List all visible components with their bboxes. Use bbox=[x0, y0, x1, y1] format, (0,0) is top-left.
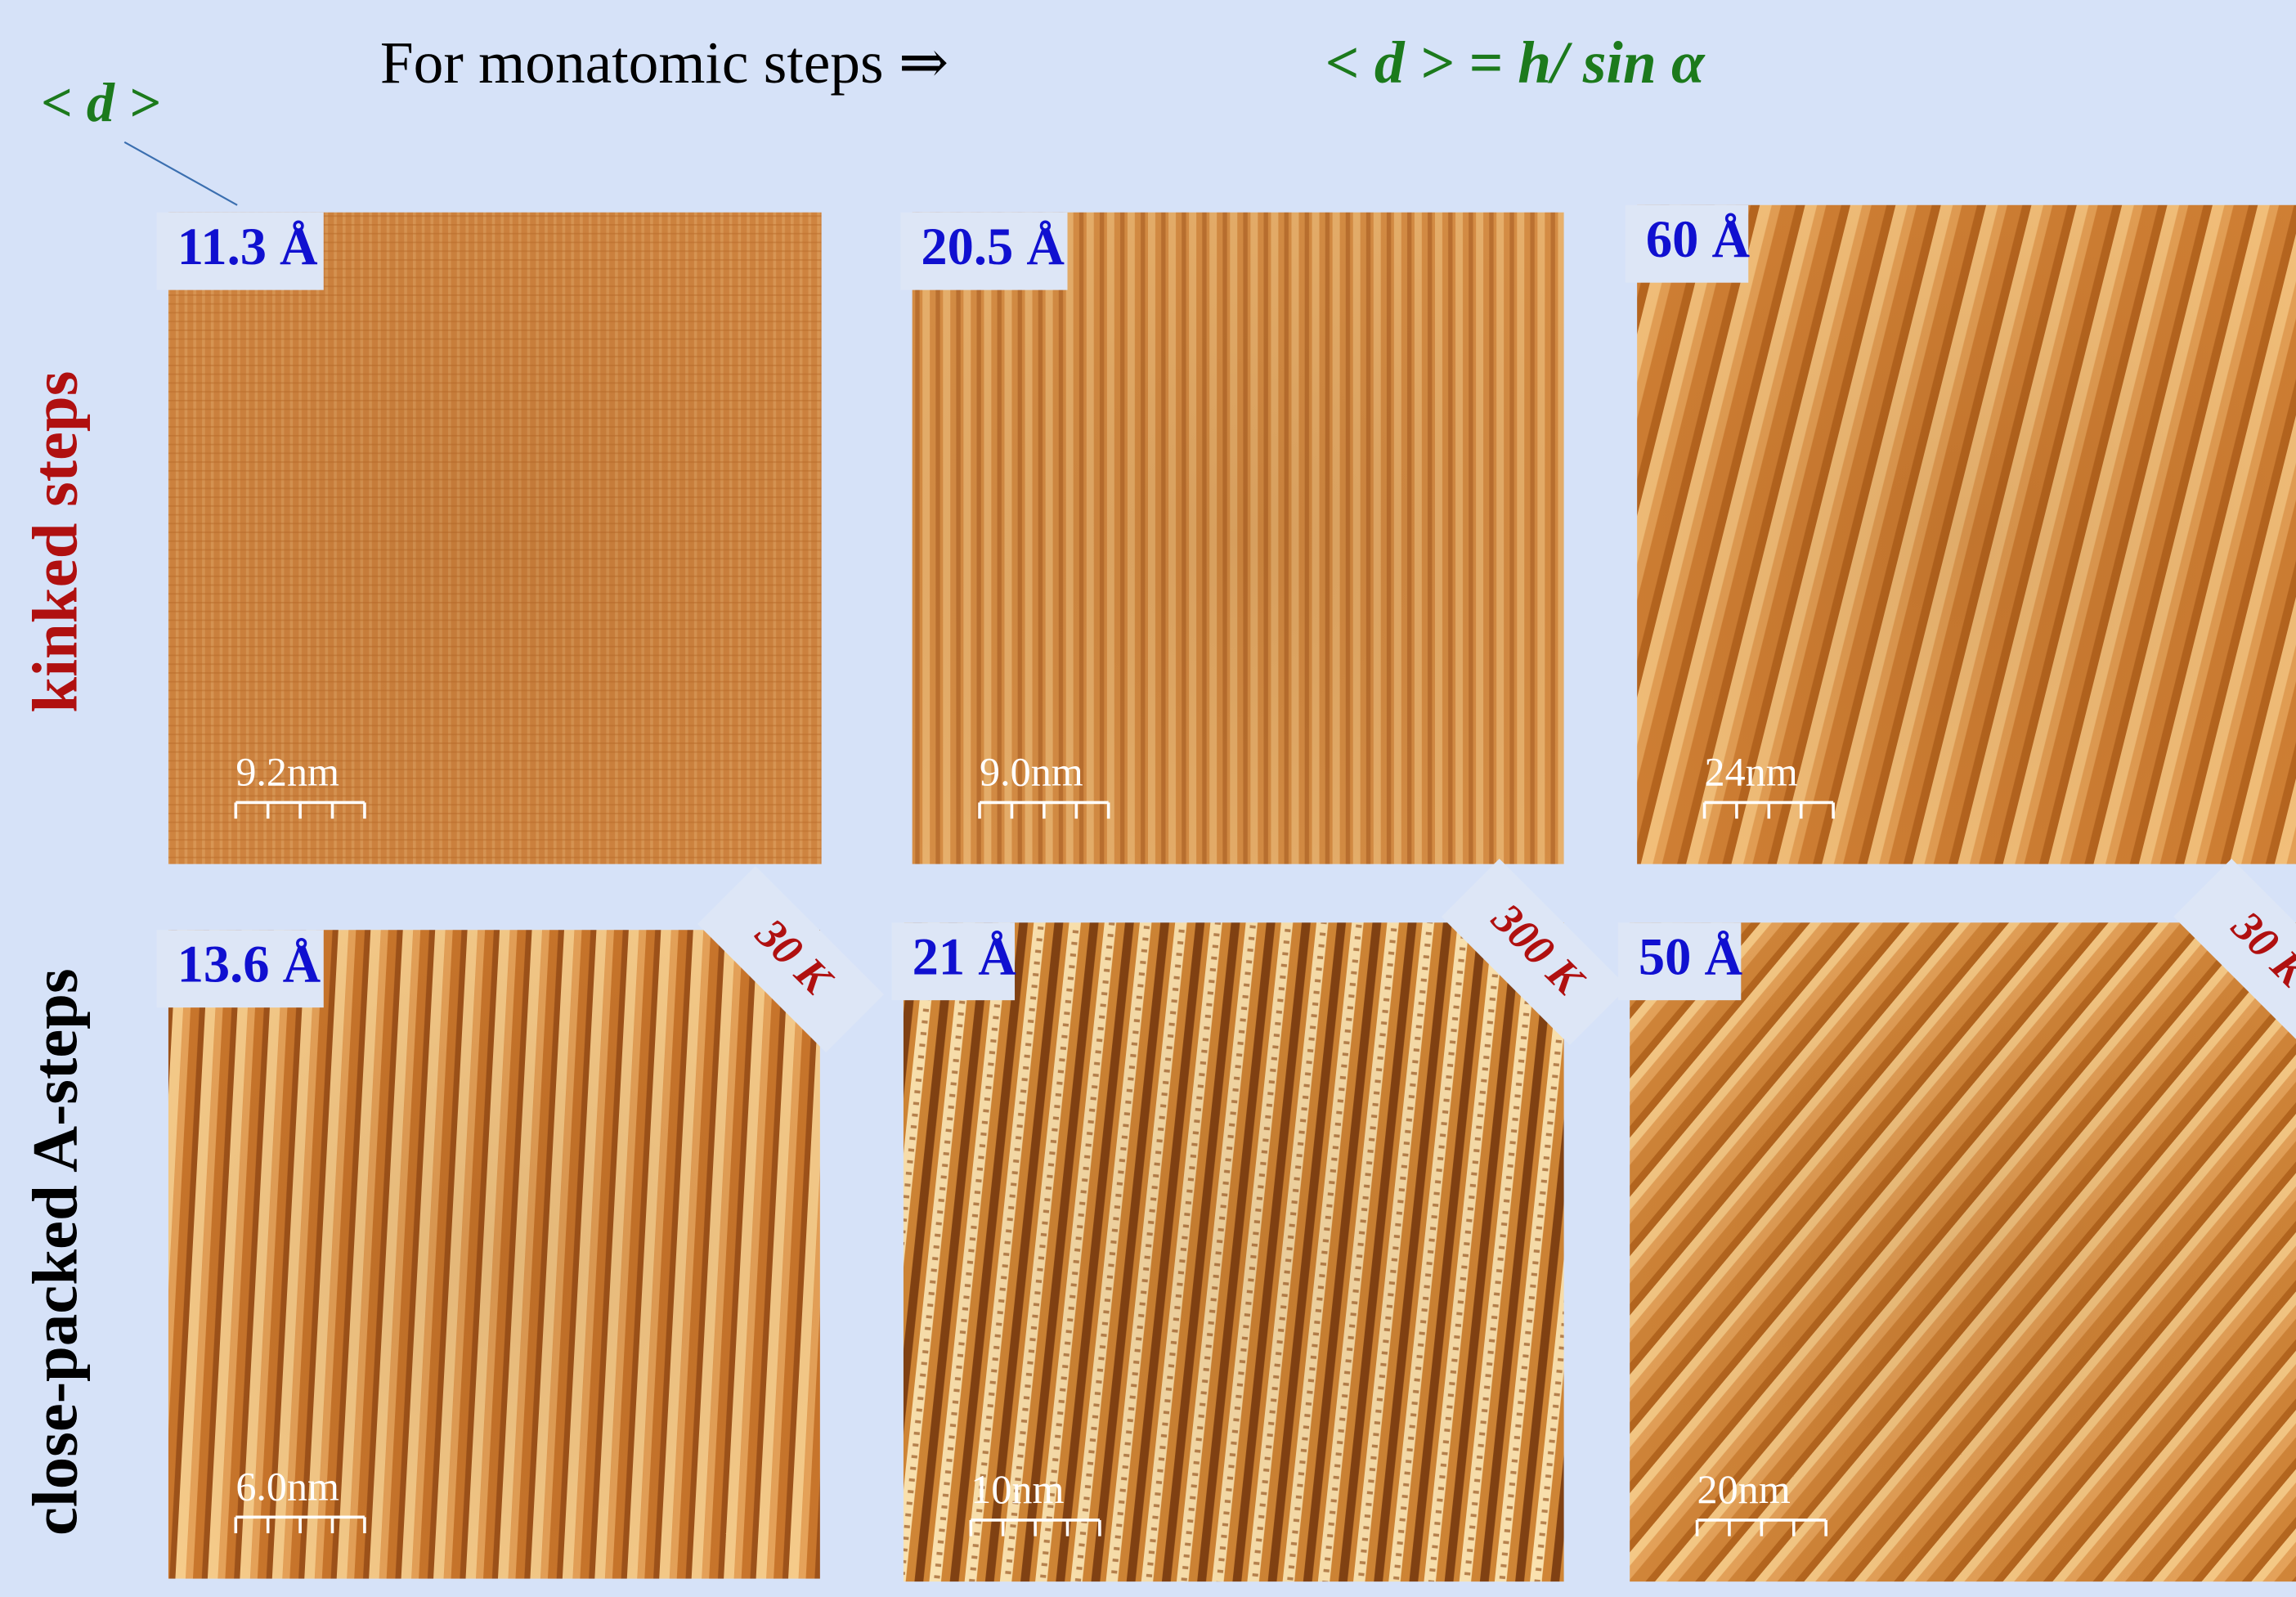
formula: < d > = h/ sin α bbox=[1325, 29, 1706, 96]
stm-panel: 60 Å 24nm bbox=[1626, 205, 2296, 864]
scale-label: 20nm bbox=[1697, 1466, 1791, 1512]
spacing-label: 20.5 Å bbox=[921, 218, 1065, 276]
slide: For monatomic steps ⇒ < d > = h/ sin α <… bbox=[0, 0, 2296, 1597]
scale-label: 6.0nm bbox=[235, 1464, 339, 1510]
scale-label: 9.2nm bbox=[235, 749, 339, 795]
scale-label: 24nm bbox=[1705, 749, 1798, 795]
stm-panel: 11.3 Å 9.2nm bbox=[157, 213, 822, 864]
panels: kinked steps 11.3 Å 9.2nm 20.5 Å 9.0nm 60 Å 24… bbox=[20, 205, 2296, 1581]
spacing-label: 11.3 Å bbox=[177, 218, 318, 276]
row-label: kinked steps bbox=[20, 371, 91, 713]
title: For monatomic steps ⇒ bbox=[380, 29, 949, 96]
stm-panel: 20.5 Å 9.0nm bbox=[900, 213, 1563, 864]
spacing-label: 21 Å bbox=[913, 927, 1017, 985]
page: {"header": {"title": "For monatomic step… bbox=[0, 0, 2296, 1597]
row-label: close-packed A-steps bbox=[20, 968, 91, 1536]
scale-label: 9.0nm bbox=[980, 749, 1083, 795]
scale-label: 10nm bbox=[971, 1466, 1064, 1512]
spacing-label: 13.6 Å bbox=[177, 935, 321, 993]
pointer-line bbox=[124, 142, 237, 205]
d-label: < d > bbox=[41, 71, 160, 133]
spacing-label: 60 Å bbox=[1646, 210, 1751, 268]
spacing-label: 50 Å bbox=[1639, 927, 1743, 985]
